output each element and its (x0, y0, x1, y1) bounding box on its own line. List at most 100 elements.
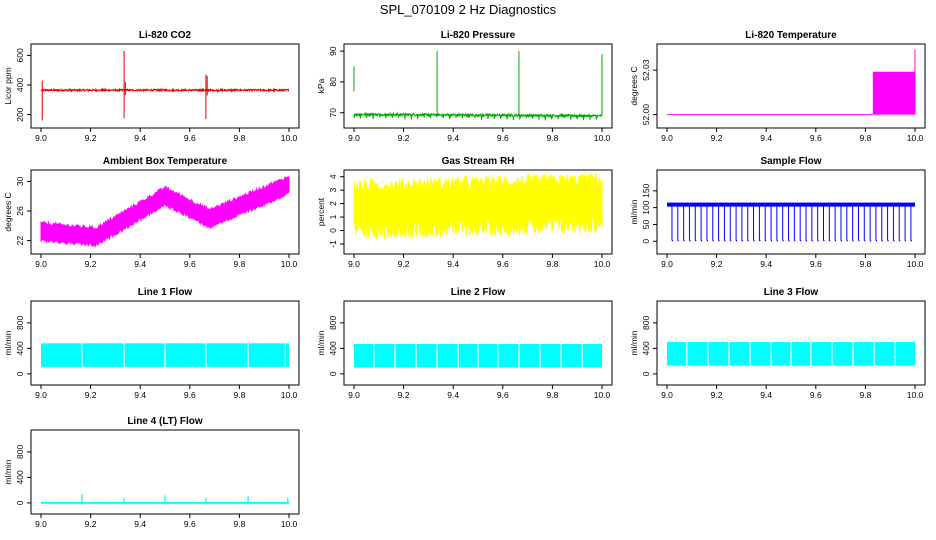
chart-panel: Line 3 Flow 9.0 9.2 9.4 9.6 9.8 10.0 0 400 800ml/… (629, 287, 926, 400)
data-series-line (353, 111, 603, 121)
y-tick-label: 400 (15, 78, 25, 92)
plot-frame (343, 300, 613, 386)
x-tick-label: 9.8 (859, 259, 871, 269)
x-tick-label: 9.2 (85, 390, 97, 400)
x-tick-label: 9.6 (184, 259, 196, 269)
y-tick-label: 400 (15, 341, 25, 355)
x-tick-label: 9.2 (398, 390, 410, 400)
page-title: SPL_070109 2 Hz Diagnostics (379, 2, 557, 17)
y-axis-label: kPa (316, 78, 326, 93)
y-tick-label: 200 (15, 107, 25, 121)
y-tick-label: 1 (328, 214, 338, 219)
x-tick-label: 9.4 (134, 519, 146, 529)
y-tick-label: 0 (15, 500, 25, 505)
chart-title: Li-820 Pressure (441, 30, 516, 41)
x-tick-label: 9.2 (398, 259, 410, 269)
y-tick-label: 4 (328, 174, 338, 179)
chart-panel: Gas Stream RH 9.0 9.2 9.4 9.6 9.8 10.0 -1 0 1 2 3 4 p… (316, 156, 613, 269)
y-axis-label: degrees C (3, 192, 13, 231)
data-series-band (667, 202, 915, 207)
x-tick-label: 9.8 (233, 519, 245, 529)
y-axis-label: ml/min (629, 199, 639, 224)
y-tick-label: -1 (328, 240, 338, 248)
chart-panel: Li-820 Temperature 9.0 9.2 9.4 9.6 9.8 10.0 52.… (629, 30, 926, 143)
y-tick-label: 150 (641, 183, 651, 197)
x-tick-label: 9.0 (661, 259, 673, 269)
y-tick-label: 400 (641, 341, 651, 355)
y-tick-label: 600 (15, 48, 25, 62)
x-tick-label: 9.6 (184, 519, 196, 529)
x-tick-label: 9.2 (711, 133, 723, 143)
x-tick-label: 10.0 (594, 259, 611, 269)
y-tick-label: 3 (328, 188, 338, 193)
y-tick-label: 100 (641, 200, 651, 214)
x-tick-label: 9.2 (85, 133, 97, 143)
x-tick-label: 9.4 (447, 259, 459, 269)
chart-panel: Line 4 (LT) Flow 9.0 9.2 9.4 9.6 9.8 10.0 0 400 8… (3, 416, 300, 529)
data-series-band (353, 172, 603, 240)
chart-panel: Line 1 Flow 9.0 9.2 9.4 9.6 9.8 10.0 0 400 800ml/… (3, 287, 300, 400)
plot-frame (656, 169, 926, 255)
x-tick-label: 9.6 (810, 390, 822, 400)
x-tick-label: 9.6 (184, 133, 196, 143)
y-tick-label: 26 (15, 206, 25, 216)
y-tick-label: 30 (15, 176, 25, 186)
x-tick-label: 10.0 (594, 133, 611, 143)
chart-title: Sample Flow (760, 156, 821, 167)
x-tick-label: 9.6 (497, 390, 509, 400)
x-tick-label: 9.0 (35, 390, 47, 400)
y-tick-label: 400 (328, 341, 338, 355)
y-axis-label: ml/min (3, 459, 13, 484)
y-tick-label: 2 (328, 201, 338, 206)
x-tick-label: 9.8 (233, 390, 245, 400)
chart-panel: Line 2 Flow 9.0 9.2 9.4 9.6 9.8 10.0 0 400 800ml/… (316, 287, 613, 400)
y-tick-label: 800 (328, 316, 338, 330)
x-tick-label: 10.0 (907, 259, 924, 269)
x-tick-label: 9.6 (810, 259, 822, 269)
chart-title: Line 4 (LT) Flow (127, 416, 203, 427)
y-tick-label: 0 (15, 371, 25, 376)
y-tick-label: 52.03 (641, 59, 651, 81)
x-tick-label: 9.8 (546, 133, 558, 143)
x-tick-label: 9.8 (859, 133, 871, 143)
x-tick-label: 9.2 (711, 390, 723, 400)
x-tick-label: 9.2 (85, 259, 97, 269)
plot-frame (30, 429, 300, 515)
x-tick-label: 10.0 (281, 390, 298, 400)
chart-title: Li-820 Temperature (745, 30, 837, 41)
x-tick-label: 9.4 (447, 133, 459, 143)
x-tick-label: 9.6 (810, 133, 822, 143)
y-tick-label: 70 (328, 108, 338, 118)
x-tick-label: 9.4 (760, 133, 772, 143)
y-tick-label: 0 (328, 228, 338, 233)
chart-panel: Sample Flow 9.0 9.2 9.4 9.6 9.8 10.0 0 50 100 150m… (629, 156, 926, 269)
plot-frame (343, 43, 613, 129)
y-axis-label: percent (316, 197, 326, 226)
y-axis-label: ml/min (629, 330, 639, 355)
x-tick-label: 10.0 (281, 519, 298, 529)
x-tick-label: 9.4 (134, 390, 146, 400)
plot-frame (30, 169, 300, 255)
x-tick-label: 9.4 (134, 259, 146, 269)
chart-title: Line 3 Flow (764, 287, 819, 298)
x-tick-label: 9.4 (447, 390, 459, 400)
x-tick-label: 9.6 (497, 133, 509, 143)
y-axis-label: degrees C (629, 66, 639, 105)
data-fill-block (872, 71, 915, 115)
x-tick-label: 9.8 (233, 133, 245, 143)
y-tick-label: 90 (328, 46, 338, 56)
x-tick-label: 9.8 (859, 390, 871, 400)
y-axis-label: ml/min (3, 330, 13, 355)
chart-panel: Li-820 Pressure 9.0 9.2 9.4 9.6 9.8 10.0 70 80 90… (316, 30, 613, 143)
y-tick-label: 52.00 (641, 104, 651, 126)
plot-frame (343, 169, 613, 255)
chart-title: Gas Stream RH (442, 156, 515, 167)
x-tick-label: 9.2 (85, 519, 97, 529)
plot-frame (656, 300, 926, 386)
x-tick-label: 10.0 (281, 133, 298, 143)
y-tick-label: 80 (328, 77, 338, 87)
x-tick-label: 9.6 (497, 259, 509, 269)
x-tick-label: 9.0 (348, 133, 360, 143)
chart-panel: Ambient Box Temperature 9.0 9.2 9.4 9.6 9.8 10… (3, 156, 300, 269)
x-tick-label: 9.0 (348, 259, 360, 269)
